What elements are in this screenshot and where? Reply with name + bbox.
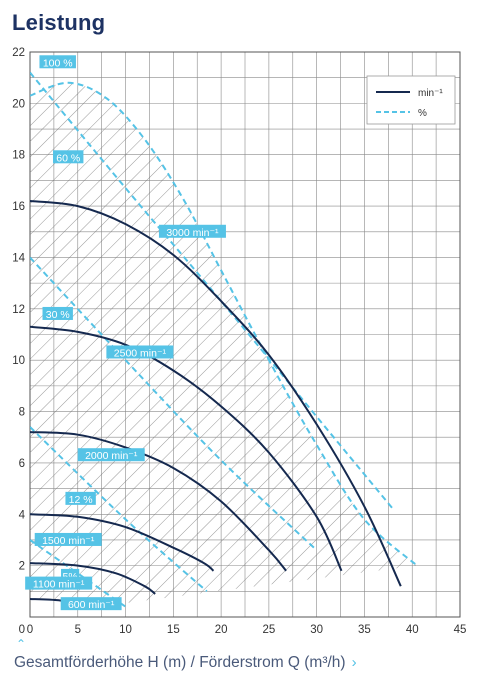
speed-label: 1100 min⁻¹: [25, 576, 93, 591]
speed-label: 600 min⁻¹: [60, 597, 122, 611]
efficiency-label: 60 %: [53, 150, 84, 164]
speed-label: 3000 min⁻¹: [158, 224, 226, 239]
operating-region: [30, 82, 417, 609]
x-tick-label: 10: [119, 624, 132, 636]
operating-region-hatch: [30, 82, 417, 609]
efficiency-label: 30 %: [42, 306, 73, 321]
efficiency-label-bg: [42, 306, 73, 320]
efficiency-label-text: 100 %: [43, 57, 73, 69]
y-tick-label: 14: [12, 252, 25, 264]
speed-label: 2000 min⁻¹: [77, 448, 145, 462]
chevron-right-icon[interactable]: ›: [351, 654, 357, 671]
speed-label-bg: [77, 448, 145, 462]
y-tick-label: 10: [12, 355, 25, 367]
legend: min⁻¹%: [366, 75, 456, 125]
speed-curve: [30, 325, 343, 572]
efficiency-label-bg: [65, 491, 96, 505]
speed-label-bg: [60, 597, 122, 611]
speed-label: 2500 min⁻¹: [106, 345, 174, 359]
legend-box: [366, 75, 456, 125]
speed-label-bg: [25, 576, 93, 590]
chevron-up-icon[interactable]: ⌃: [16, 637, 27, 651]
y-tick-label: 22: [12, 47, 25, 59]
y-tick-label: 18: [12, 150, 25, 162]
x-tick-label: 30: [310, 624, 323, 636]
x-tick-label: 25: [262, 624, 275, 636]
y-tick-label: 12: [12, 304, 25, 316]
y-tick-label: 2: [19, 561, 25, 573]
x-tick-label: 40: [406, 624, 419, 636]
speed-label-text: 1500 min⁻¹: [42, 535, 95, 547]
legend-label: %: [418, 108, 427, 119]
speed-label: 1500 min⁻¹: [34, 532, 102, 547]
y-tick-label: 16: [12, 201, 25, 213]
performance-chart: 0 5 10 15 20 25 30 35 40 45 2 4 6 8 10 12 14 16 18 20 22 0 10…: [12, 47, 466, 636]
speed-label-text: 2000 min⁻¹: [85, 450, 138, 462]
axes: 0 5 10 15 20 25 30 35 40 45 2 4 6 8 10 12 14 16 18 20 22 0: [12, 47, 466, 636]
speed-label-bg: [106, 345, 174, 359]
efficiency-label-text: 30 %: [46, 309, 70, 321]
efficiency-label-bg: [39, 55, 76, 69]
speed-label-bg: [34, 532, 102, 546]
efficiency-label-text: 12 %: [69, 494, 93, 506]
x-tick-label: 0: [27, 624, 33, 636]
x-tick-label: 15: [167, 624, 180, 636]
efficiency-label: 100 %: [39, 55, 76, 69]
x-tick-label: 35: [358, 624, 371, 636]
efficiency-curve: [30, 71, 394, 510]
efficiency-label-bg: [53, 150, 84, 164]
x-tick-label: 5: [75, 624, 81, 636]
legend-label: min⁻¹: [418, 88, 443, 99]
speed-curve: [30, 513, 215, 572]
x-tick-label: 45: [454, 624, 467, 636]
efficiency-curve: [30, 256, 318, 551]
y-tick-label: 6: [19, 458, 25, 470]
y-tick-label: 8: [19, 407, 25, 419]
y-tick-label: 4: [19, 509, 26, 521]
efficiency-label: 12 %: [65, 491, 96, 506]
speed-label-bg: [158, 224, 226, 238]
efficiency-curve: [30, 81, 418, 567]
speed-label-text: 600 min⁻¹: [68, 599, 115, 611]
speed-label-text: 1100 min⁻¹: [33, 579, 85, 591]
speed-curve: [30, 431, 287, 572]
efficiency-curves: [30, 71, 418, 608]
axis-caption[interactable]: Gesamtförderhöhe H (m) / Förderstrom Q (…: [14, 654, 357, 672]
page-title: Leistung: [12, 10, 106, 35]
speed-label-text: 3000 min⁻¹: [166, 227, 219, 239]
speed-label-text: 2500 min⁻¹: [114, 347, 167, 359]
efficiency-label-text: 60 %: [56, 152, 80, 164]
axis-caption-text: Gesamtförderhöhe H (m) / Förderstrom Q (…: [14, 654, 346, 671]
speed-curve: [30, 562, 156, 595]
y-tick-label: 20: [12, 98, 25, 110]
speed-curves: [30, 200, 402, 609]
speed-curve: [30, 200, 402, 587]
origin-tick-label: 0: [19, 624, 25, 636]
x-tick-label: 20: [215, 624, 228, 636]
efficiency-curve: [30, 426, 208, 593]
